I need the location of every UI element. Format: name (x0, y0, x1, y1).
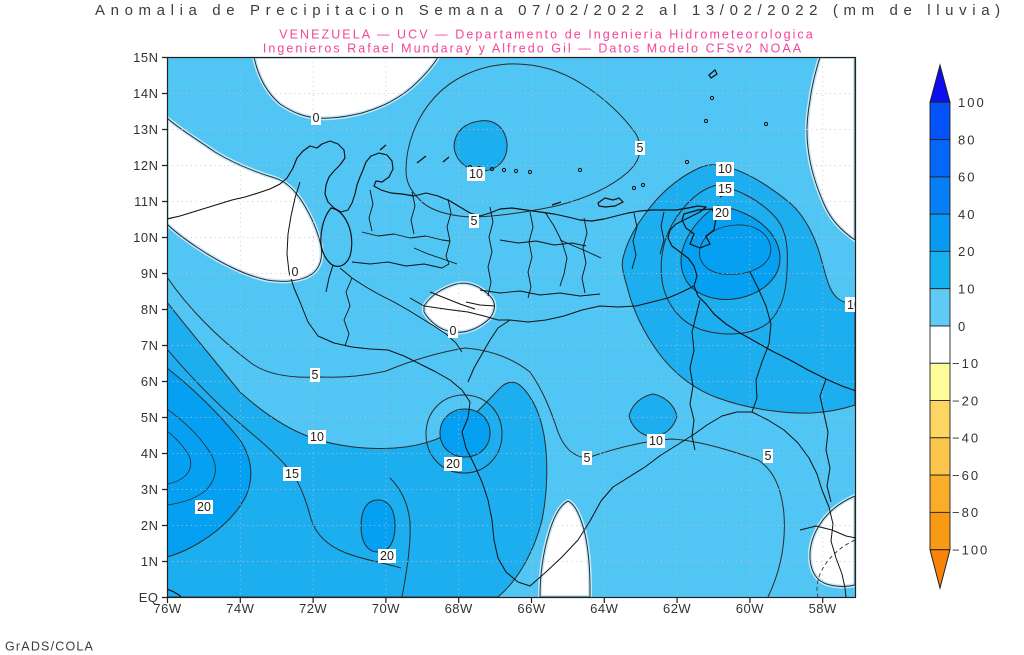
svg-text:66W: 66W (517, 601, 545, 616)
svg-text:7N: 7N (141, 338, 159, 353)
svg-text:−80: −80 (952, 505, 980, 520)
svg-text:Anomalia de Precipitacion Sema: Anomalia de Precipitacion Semana 07/02/2… (95, 2, 1006, 19)
svg-text:10: 10 (718, 162, 732, 176)
svg-text:12N: 12N (133, 158, 158, 173)
svg-text:0: 0 (292, 265, 299, 279)
svg-text:15: 15 (285, 467, 299, 481)
svg-text:10: 10 (649, 434, 663, 448)
svg-text:8N: 8N (141, 302, 159, 317)
svg-text:100: 100 (958, 95, 986, 110)
svg-text:9N: 9N (141, 266, 159, 281)
svg-text:20: 20 (197, 500, 211, 514)
svg-text:20: 20 (715, 206, 729, 220)
svg-text:14N: 14N (133, 86, 158, 101)
svg-text:10: 10 (847, 298, 861, 312)
svg-text:20: 20 (380, 549, 394, 563)
svg-text:76W: 76W (153, 601, 181, 616)
svg-text:2N: 2N (141, 518, 159, 533)
svg-text:10: 10 (958, 282, 976, 297)
svg-text:−20: −20 (952, 393, 980, 408)
svg-text:60: 60 (958, 170, 976, 185)
svg-text:72W: 72W (299, 601, 327, 616)
svg-text:−10: −10 (952, 356, 980, 371)
svg-text:70W: 70W (372, 601, 400, 616)
svg-text:58W: 58W (809, 601, 837, 616)
svg-text:−60: −60 (952, 468, 980, 483)
svg-text:15N: 15N (133, 50, 158, 65)
svg-text:60W: 60W (736, 601, 764, 616)
svg-text:13N: 13N (133, 122, 158, 137)
svg-text:20: 20 (958, 244, 976, 259)
svg-text:80: 80 (958, 132, 976, 147)
svg-text:10: 10 (310, 430, 324, 444)
svg-text:Ingenieros Rafael Mundaray y A: Ingenieros Rafael Mundaray y Alfredo Gil… (263, 42, 803, 56)
svg-text:0: 0 (958, 319, 967, 334)
svg-text:74W: 74W (226, 601, 254, 616)
svg-text:4N: 4N (141, 446, 159, 461)
svg-text:5N: 5N (141, 410, 159, 425)
svg-text:0: 0 (450, 324, 457, 338)
svg-text:40: 40 (958, 207, 976, 222)
svg-text:64W: 64W (590, 601, 618, 616)
svg-text:62W: 62W (663, 601, 691, 616)
svg-text:VENEZUELA — UCV — Departamento: VENEZUELA — UCV — Departamento de Ingeni… (279, 28, 815, 42)
svg-text:15: 15 (718, 182, 732, 196)
svg-text:−100: −100 (952, 543, 989, 558)
svg-text:5: 5 (765, 449, 772, 463)
svg-text:EQ: EQ (139, 590, 159, 605)
svg-text:5: 5 (471, 214, 478, 228)
svg-text:GrADS/COLA: GrADS/COLA (5, 640, 94, 654)
svg-text:20: 20 (446, 457, 460, 471)
svg-text:10N: 10N (133, 230, 158, 245)
svg-text:5: 5 (312, 368, 319, 382)
svg-text:6N: 6N (141, 374, 159, 389)
svg-text:1N: 1N (141, 554, 159, 569)
svg-text:3N: 3N (141, 482, 159, 497)
svg-text:68W: 68W (445, 601, 473, 616)
svg-text:−40: −40 (952, 431, 980, 446)
svg-text:0: 0 (313, 111, 320, 125)
svg-text:5: 5 (637, 141, 644, 155)
svg-text:11N: 11N (134, 194, 158, 209)
svg-text:10: 10 (469, 167, 483, 181)
svg-text:5: 5 (584, 451, 591, 465)
